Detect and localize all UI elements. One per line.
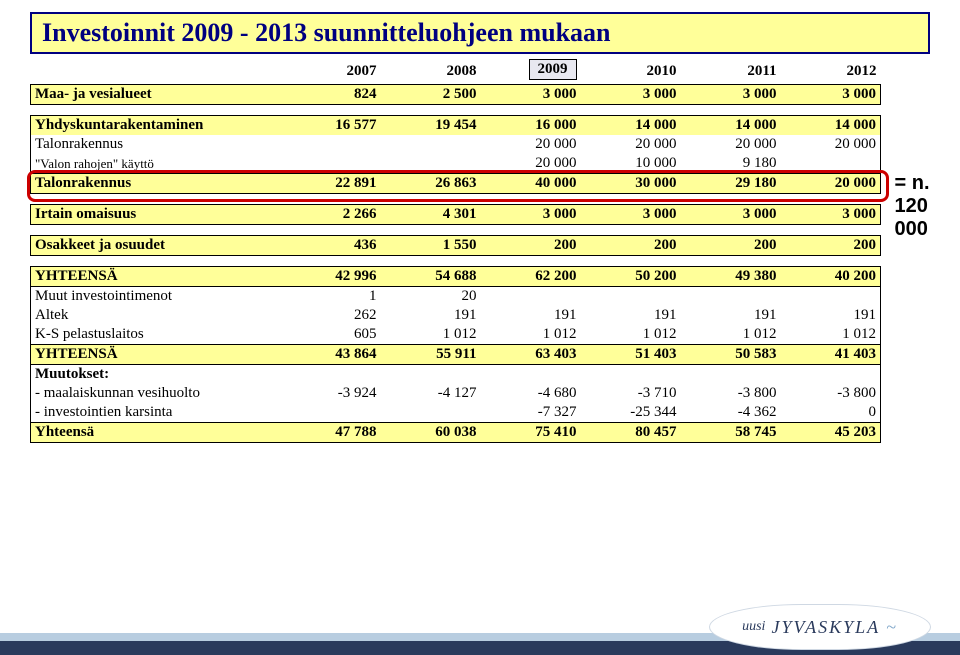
title-band: Investoinnit 2009 - 2013 suunnitteluohje… [30,12,930,54]
table-row: Muutokset: [31,365,881,385]
row-label: - investointien karsinta [31,403,281,423]
row-label: Irtain omaisuus [31,205,281,225]
row-label: "Valon rahojen" käyttö [31,154,281,174]
table-row: K-S pelastuslaitos 605 1 012 1 012 1 012… [31,325,881,345]
footer-logo: uusi JYVASKYLA ~ [710,605,930,649]
footer: uusi JYVASKYLA ~ [0,615,960,655]
table-row: - maalaiskunnan vesihuolto -3 924 -4 127… [31,384,881,403]
row-label: YHTEENSÄ [31,267,281,287]
table-row: Maa- ja vesialueet 824 2 500 3 000 3 000… [31,85,881,105]
table-row: Muut investointimenot 1 20 [31,287,881,307]
row-label: Maa- ja vesialueet [31,85,281,105]
row-label: - maalaiskunnan vesihuolto [31,384,281,403]
year-col: 2008 [381,58,481,85]
year-2009-highlight: 2009 [529,59,577,80]
row-label: Talonrakennus [31,174,281,194]
table-row: - investointien karsinta -7 327 -25 344 … [31,403,881,423]
invest-table: 2007 2008 2009 2010 2011 2012 Maa- ja ve… [30,58,881,443]
table-row: Osakkeet ja osuudet 436 1 550 200 200 20… [31,236,881,256]
row-label: Yhteensä [31,423,281,443]
table-row: Talonrakennus 20 000 20 000 20 000 20 00… [31,135,881,154]
year-col: 2011 [681,58,781,85]
row-label: Altek [31,306,281,325]
tilde-icon: ~ [886,617,898,638]
logo-main: JYVASKYLA [771,617,880,638]
year-col: 2012 [781,58,881,85]
row-label: Muut investointimenot [31,287,281,307]
row-label: YHTEENSÄ [31,345,281,365]
row-label: Yhdyskuntarakentaminen [31,116,281,136]
table-header-row: 2007 2008 2009 2010 2011 2012 [31,58,881,85]
row-label: Talonrakennus [31,135,281,154]
year-col: 2010 [581,58,681,85]
year-col: 2009 [481,58,581,85]
table-row: Irtain omaisuus 2 266 4 301 3 000 3 000 … [31,205,881,225]
year-col: 2007 [281,58,381,85]
row-label: K-S pelastuslaitos [31,325,281,345]
annotation-text: = n. 120 000 [895,172,960,241]
table-row-total: YHTEENSÄ 43 864 55 911 63 403 51 403 50 … [31,345,881,365]
logo-small: uusi [742,619,765,635]
table-row: Yhdyskuntarakentaminen 16 577 19 454 16 … [31,116,881,136]
table-row-highlighted: Talonrakennus 22 891 26 863 40 000 30 00… [31,174,881,194]
row-label: Osakkeet ja osuudet [31,236,281,256]
table-row-total: Yhteensä 47 788 60 038 75 410 80 457 58 … [31,423,881,443]
row-label: Muutokset: [31,365,281,385]
table-row: "Valon rahojen" käyttö 20 000 10 000 9 1… [31,154,881,174]
page-title: Investoinnit 2009 - 2013 suunnitteluohje… [42,18,918,48]
table-row: Altek 262 191 191 191 191 191 [31,306,881,325]
table-row-total: YHTEENSÄ 42 996 54 688 62 200 50 200 49 … [31,267,881,287]
